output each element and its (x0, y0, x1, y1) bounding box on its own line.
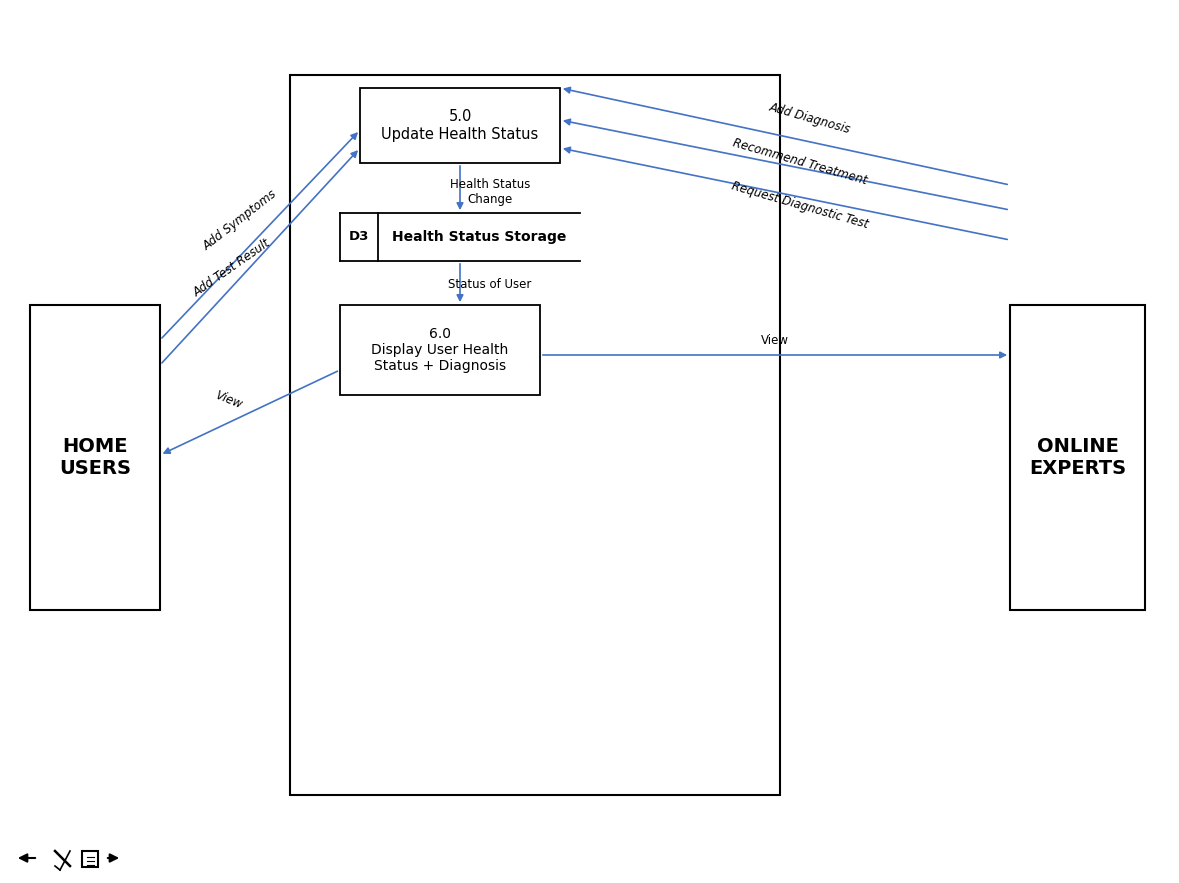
Text: HOME
USERS: HOME USERS (59, 437, 131, 478)
Text: Health Status
Change: Health Status Change (450, 178, 531, 206)
Text: View: View (760, 334, 789, 346)
Text: D3: D3 (349, 230, 369, 244)
Text: Request Diagnostic Test: Request Diagnostic Test (730, 179, 870, 230)
Text: Add Symptoms: Add Symptoms (200, 187, 279, 253)
Bar (290, 75, 780, 795)
Bar (83, 851, 98, 867)
Text: Health Status Storage: Health Status Storage (391, 230, 566, 244)
Text: View: View (212, 389, 244, 411)
Bar (340, 305, 540, 395)
Bar (360, 88, 560, 163)
Text: Add Diagnosis: Add Diagnosis (768, 100, 852, 136)
Text: ONLINE
EXPERTS: ONLINE EXPERTS (1029, 437, 1126, 478)
Text: Status of User: Status of User (448, 278, 532, 291)
Text: Recommend Treatment: Recommend Treatment (731, 137, 869, 187)
Text: 5.0
Update Health Status: 5.0 Update Health Status (381, 109, 539, 141)
Bar (1010, 305, 1145, 610)
Text: 6.0
Display User Health
Status + Diagnosis: 6.0 Display User Health Status + Diagnos… (371, 327, 508, 374)
Bar (29, 305, 160, 610)
Text: Add Test Result: Add Test Result (191, 237, 274, 299)
